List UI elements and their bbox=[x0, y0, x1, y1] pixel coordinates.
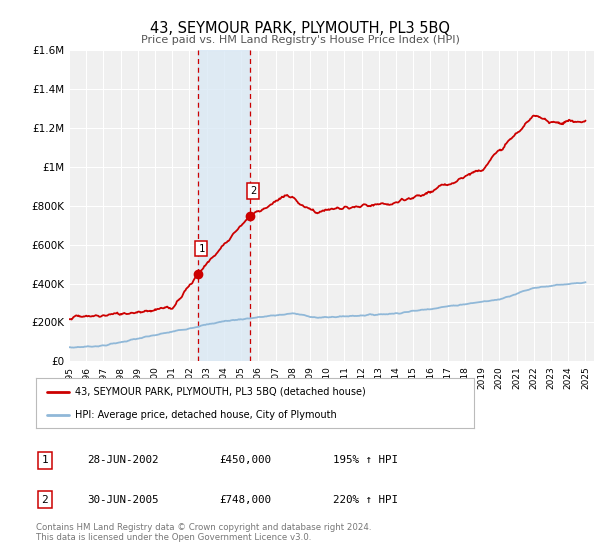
Text: HPI: Average price, detached house, City of Plymouth: HPI: Average price, detached house, City… bbox=[76, 410, 337, 420]
Text: 1: 1 bbox=[41, 455, 49, 465]
Text: 43, SEYMOUR PARK, PLYMOUTH, PL3 5BQ: 43, SEYMOUR PARK, PLYMOUTH, PL3 5BQ bbox=[150, 21, 450, 36]
Text: 220% ↑ HPI: 220% ↑ HPI bbox=[333, 494, 398, 505]
Text: 195% ↑ HPI: 195% ↑ HPI bbox=[333, 455, 398, 465]
Text: 30-JUN-2005: 30-JUN-2005 bbox=[87, 494, 158, 505]
Text: 28-JUN-2002: 28-JUN-2002 bbox=[87, 455, 158, 465]
Text: Contains HM Land Registry data © Crown copyright and database right 2024.
This d: Contains HM Land Registry data © Crown c… bbox=[36, 522, 371, 542]
Text: £748,000: £748,000 bbox=[219, 494, 271, 505]
Text: £450,000: £450,000 bbox=[219, 455, 271, 465]
Text: 2: 2 bbox=[41, 494, 49, 505]
Bar bbox=[198, 50, 250, 361]
Text: 43, SEYMOUR PARK, PLYMOUTH, PL3 5BQ (detached house): 43, SEYMOUR PARK, PLYMOUTH, PL3 5BQ (det… bbox=[76, 386, 366, 396]
Text: Price paid vs. HM Land Registry's House Price Index (HPI): Price paid vs. HM Land Registry's House … bbox=[140, 35, 460, 45]
Text: 2: 2 bbox=[250, 186, 256, 195]
Text: 1: 1 bbox=[198, 244, 205, 254]
